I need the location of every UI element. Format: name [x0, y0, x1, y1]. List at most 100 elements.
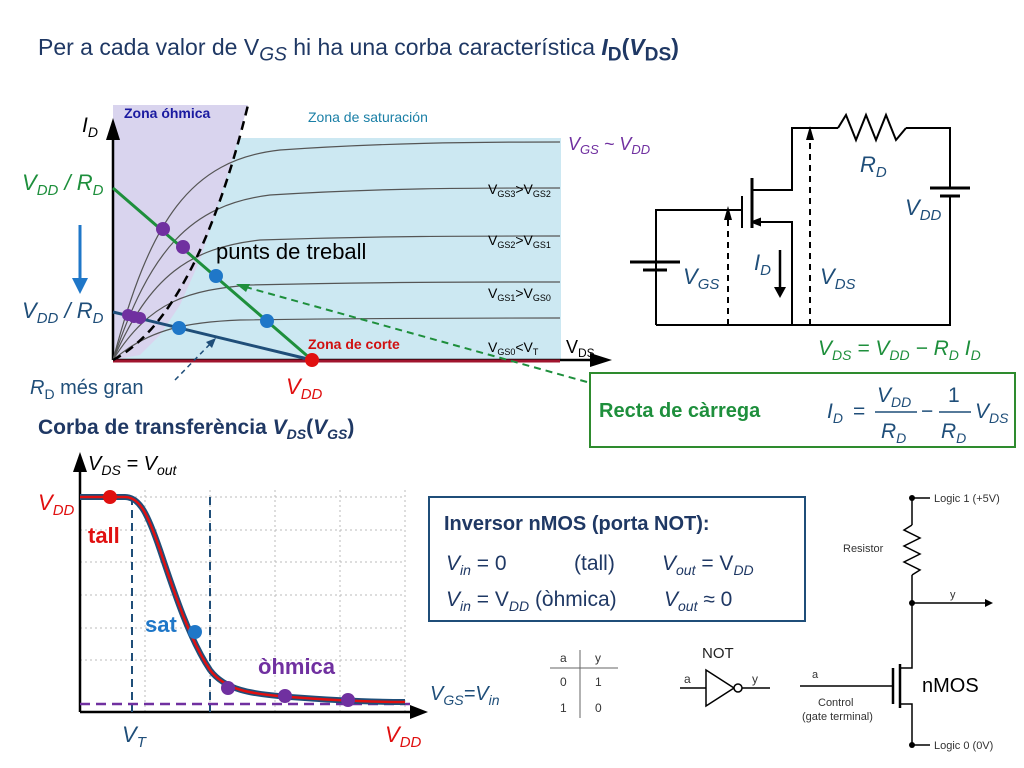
vdd-label: VDD — [905, 195, 942, 224]
load-line-blue — [112, 310, 313, 362]
recta-lhs: ID — [827, 400, 843, 426]
not-in-label: a — [684, 672, 691, 686]
zone-ohmic-label: Zona óhmica — [124, 105, 211, 121]
curve-labels: VGS3>VGS2 VGS2>VGS1 VGS1>VGS0 VGS0<VT — [488, 181, 551, 357]
point — [260, 314, 274, 328]
curve-label-3: VGS3>VGS2 — [488, 181, 551, 199]
transfer-curve-bg — [80, 494, 406, 705]
vds-label: VDS — [820, 264, 856, 293]
recta-eq: = — [853, 400, 865, 423]
vgs-vdd-label: VGS ~ VDD — [568, 134, 650, 157]
grid — [80, 490, 406, 712]
recta-den1: RD — [881, 420, 906, 446]
a-label: a — [812, 669, 819, 681]
not-gate: NOT a y — [680, 645, 770, 708]
vgs-arrow-head — [724, 206, 732, 220]
not-bubble — [733, 683, 743, 693]
load-line-box: Recta de càrrega ID = VDD RD − 1 RD VDS — [589, 372, 1016, 448]
transfer-chart — [73, 452, 428, 719]
logic0-label: Logic 0 (0V) — [934, 740, 993, 752]
id-arrow-head — [774, 287, 786, 298]
resistor-rd — [837, 112, 907, 143]
inv-row2-vout: Vout ≈ 0 — [664, 588, 732, 614]
ohmic-point — [341, 693, 355, 707]
inv-row1-vin: Vin = 0 — [446, 552, 507, 578]
vgs-label: VGS — [683, 264, 719, 293]
id-label: ID — [754, 250, 771, 279]
vt-label: VT — [122, 722, 148, 751]
vdd-point — [305, 353, 319, 367]
ohmic-zone — [113, 105, 248, 360]
truth-cell: 0 — [595, 701, 602, 715]
vdd-rd-label-green: VDD / RD — [22, 170, 104, 199]
tall-label: tall — [88, 523, 120, 548]
inverter-title: Inversor nMOS (porta NOT): — [444, 513, 710, 535]
circuit-equation: VDS = VDD − RD ID — [818, 337, 981, 363]
sat-label: sat — [145, 612, 177, 637]
transfer-title: Corba de transferència VDS(VGS) — [38, 416, 354, 442]
y-node — [909, 600, 915, 606]
nmos-label: nMOS — [922, 675, 979, 697]
inverter-row-2: Vin = VDD (òhmica) Vout ≈ 0 — [446, 588, 732, 614]
point — [156, 222, 170, 236]
not-label: NOT — [702, 645, 734, 662]
zone-saturation-label: Zona de saturación — [308, 109, 428, 125]
point — [134, 312, 146, 324]
schematic-labels: Logic 1 (+5V) Resistor y a Control (gate… — [802, 493, 1000, 752]
load-line-formula: Recta de càrrega ID = VDD RD − 1 RD VDS — [599, 384, 1009, 446]
y-label: y — [950, 589, 956, 601]
transfer-y-arrow — [73, 452, 87, 472]
curve-vgs2 — [112, 235, 561, 361]
not-out-label: y — [752, 672, 758, 686]
ohmic-point — [221, 681, 235, 695]
curve-label-1: VGS1>VGS0 — [488, 285, 551, 303]
nmos-schematic — [800, 498, 985, 745]
curve-label-0: VGS0<VT — [488, 339, 539, 357]
inverter-row-1: Vin = 0 (tall) Vout = VDD — [446, 552, 754, 578]
curve-label-2: VGS2>VGS1 — [488, 232, 551, 250]
point — [209, 269, 223, 283]
truth-header-y: y — [595, 651, 601, 665]
truth-cell: 0 — [560, 675, 567, 689]
transfer-vdd-x: VDD — [385, 722, 422, 751]
nmos-drain — [900, 665, 913, 669]
truth-cell: 1 — [560, 701, 567, 715]
truth-table: a y 0 1 1 0 — [550, 650, 618, 718]
recta-den2: RD — [941, 420, 966, 446]
rd-wire — [906, 127, 951, 188]
rd-pointer-head — [206, 338, 216, 348]
curve-vgs1 — [112, 281, 561, 361]
vdd-rd-label-blue: VDD / RD — [22, 298, 104, 327]
saturation-boundary — [112, 104, 250, 362]
rd-label: RD — [860, 152, 887, 181]
down-arrow-head — [72, 278, 88, 294]
ohmic-point — [278, 689, 292, 703]
circuit-labels: RD VDD VGS ID VDS — [683, 152, 942, 293]
gate-wire — [655, 209, 742, 325]
drain-wire — [752, 127, 838, 191]
page-title: Per a cada valor de VGS hi ha una corba … — [38, 34, 679, 66]
x-axis-arrow — [590, 353, 612, 367]
source-arrow — [751, 217, 761, 227]
control-label: Control — [818, 697, 853, 709]
point — [176, 240, 190, 254]
recta-minus: − — [921, 400, 933, 423]
nmos-source — [900, 703, 913, 745]
pullup-resistor — [902, 524, 922, 576]
curve-vgs0 — [112, 317, 561, 361]
not-triangle — [705, 668, 736, 708]
y-axis-arrow — [106, 118, 120, 140]
truth-cell: 1 — [595, 675, 602, 689]
inv-row1-state: (tall) — [574, 552, 615, 575]
recta-tail: VDS — [975, 400, 1009, 426]
curve-vgs-vdd — [112, 141, 561, 361]
recta-num2: 1 — [948, 384, 960, 407]
cutoff-point — [103, 490, 117, 504]
id-axis-label: ID — [82, 114, 98, 140]
rd-mes-gran-label: RD més gran — [30, 377, 144, 402]
vdd-x-label: VDD — [286, 374, 323, 403]
inv-row1-vout: Vout = VDD — [662, 552, 754, 578]
vds-arrow-head — [806, 126, 814, 140]
return-wire — [656, 196, 951, 326]
